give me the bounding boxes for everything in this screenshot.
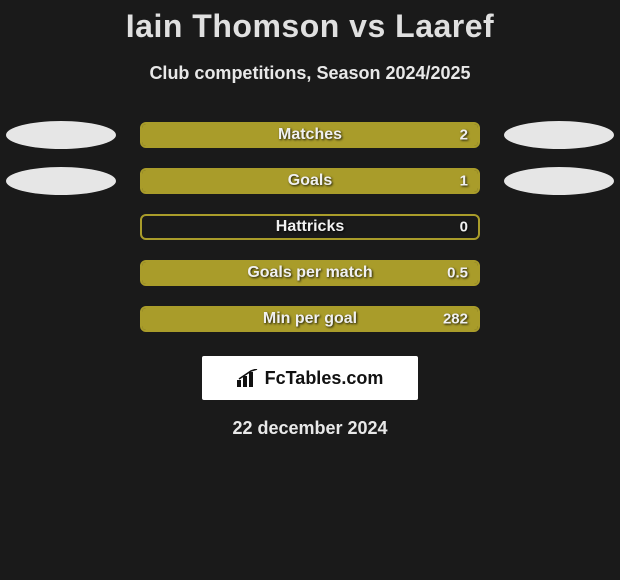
stat-row: Goals 1 bbox=[0, 158, 620, 204]
brand-badge: FcTables.com bbox=[202, 356, 418, 400]
stat-label: Goals per match bbox=[247, 264, 372, 282]
snapshot-date: 22 december 2024 bbox=[0, 418, 620, 439]
stat-value-right: 2 bbox=[460, 127, 468, 144]
stat-label: Hattricks bbox=[276, 218, 344, 236]
brand-text: FcTables.com bbox=[265, 368, 384, 389]
stat-row: Min per goal 282 bbox=[0, 296, 620, 342]
stat-label: Goals bbox=[288, 172, 332, 190]
stat-row: Goals per match 0.5 bbox=[0, 250, 620, 296]
stat-bar: Hattricks 0 bbox=[140, 214, 480, 240]
player1-ellipse bbox=[6, 167, 116, 195]
stat-row: Matches 2 bbox=[0, 112, 620, 158]
page-title: Iain Thomson vs Laaref bbox=[0, 0, 620, 45]
stat-bar: Matches 2 bbox=[140, 122, 480, 148]
stat-value-right: 0.5 bbox=[447, 265, 468, 282]
stat-bar: Min per goal 282 bbox=[140, 306, 480, 332]
stat-value-right: 1 bbox=[460, 173, 468, 190]
stat-bar: Goals 1 bbox=[140, 168, 480, 194]
player1-ellipse bbox=[6, 121, 116, 149]
stat-bar: Goals per match 0.5 bbox=[140, 260, 480, 286]
player2-ellipse bbox=[504, 167, 614, 195]
stat-row: Hattricks 0 bbox=[0, 204, 620, 250]
chart-icon bbox=[237, 369, 259, 387]
stat-value-right: 0 bbox=[460, 219, 468, 236]
stats-arena: Matches 2 Goals 1 Hattricks 0 Goals per match 0… bbox=[0, 112, 620, 342]
stat-label: Min per goal bbox=[263, 310, 357, 328]
stat-label: Matches bbox=[278, 126, 342, 144]
season-subtitle: Club competitions, Season 2024/2025 bbox=[0, 63, 620, 84]
player2-ellipse bbox=[504, 121, 614, 149]
stat-value-right: 282 bbox=[443, 311, 468, 328]
